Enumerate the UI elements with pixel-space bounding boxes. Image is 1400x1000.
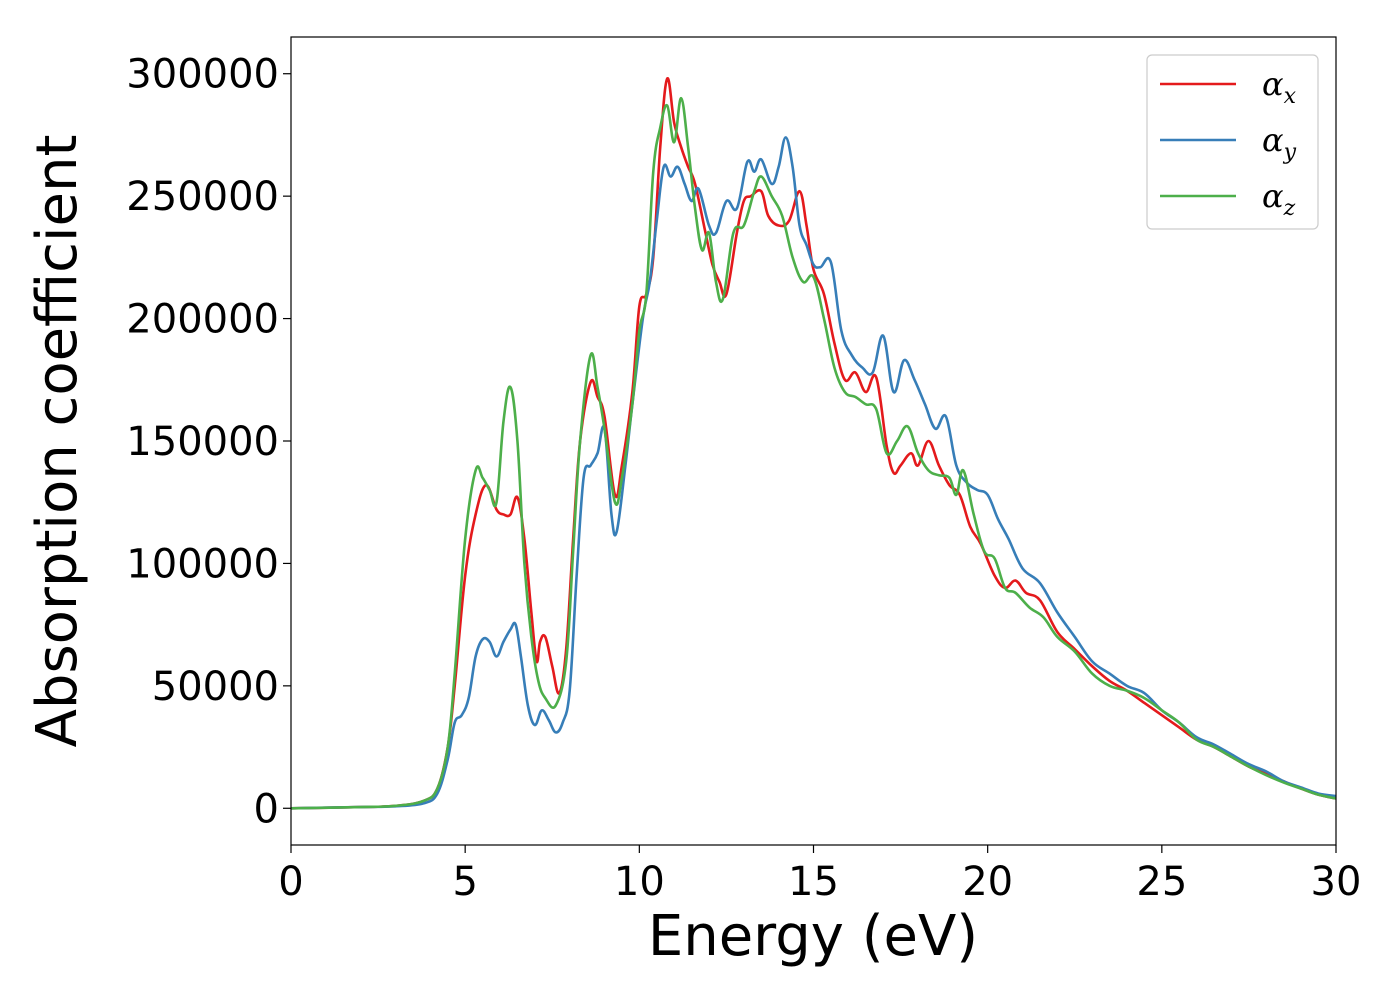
y-axis-title: Absorption coefficient [25,135,90,748]
series-lines [290,77,1337,810]
y-tick-label: 250000 [126,174,279,220]
series-line-z [290,96,1337,810]
series-line-x [290,77,1337,810]
legend-entries: αx αy αz [1160,65,1297,221]
legend-box [1146,54,1319,230]
y-tick-label: 200000 [126,297,279,343]
y-tick-label: 50000 [152,664,279,710]
y-tick-label: 150000 [126,419,279,465]
y-tick-label: 300000 [126,52,279,98]
y-axis-ticks: 0 50000 100000 150000 200000 250000 300000 [126,52,291,832]
legend-label-y: αy [1262,121,1297,165]
x-tick-label: 0 [278,859,303,905]
legend-label-x: αx [1262,65,1297,109]
x-axis-title: Energy (eV) [648,904,978,969]
x-tick-label: 10 [614,859,665,905]
series-line-y [290,136,1337,810]
y-tick-label: 100000 [126,541,279,587]
y-tick-label: 0 [254,786,279,832]
legend-label-z: αz [1262,177,1296,221]
x-tick-label: 30 [1311,859,1362,905]
x-tick-label: 20 [962,859,1013,905]
x-tick-label: 25 [1136,859,1187,905]
x-tick-label: 5 [452,859,477,905]
x-tick-label: 15 [788,859,839,905]
x-axis-ticks: 0 5 10 15 20 25 30 [278,845,1361,905]
legend: αx αy αz [1146,54,1319,230]
